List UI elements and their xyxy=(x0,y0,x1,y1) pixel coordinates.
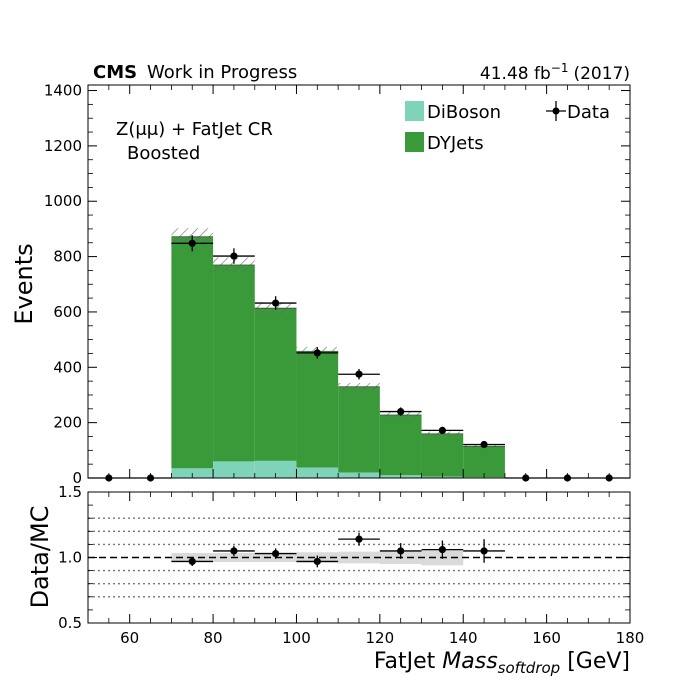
ratio-point-2 xyxy=(272,549,280,558)
stacked-bars xyxy=(171,236,505,478)
data-point-5 xyxy=(313,349,321,357)
ratio-y-tick-label: 0.5 xyxy=(58,614,82,632)
data-point-2 xyxy=(188,239,196,247)
data-point-4 xyxy=(272,299,280,307)
x-tick-label: 60 xyxy=(120,629,139,647)
luminosity-label: 41.48 fb−1 (2017) xyxy=(480,61,630,84)
y-tick-label: 400 xyxy=(53,358,82,376)
ratio-point-0 xyxy=(188,557,196,566)
data-point-3 xyxy=(230,252,238,260)
main-panel: 0 200 400 600 800 1000 1200 1400 xyxy=(44,82,631,487)
x-axis-label-suffix: [GeV] xyxy=(560,649,630,674)
bar-dyjets-5 xyxy=(296,351,339,468)
luminosity-year: (2017) xyxy=(573,64,630,84)
data-point-7 xyxy=(397,407,405,416)
x-tick-label: 160 xyxy=(532,629,561,647)
bar-dyjets-9 xyxy=(463,446,505,478)
y-tick-label: 600 xyxy=(53,303,82,321)
x-tick-label: 100 xyxy=(282,629,311,647)
x-tick-label: 80 xyxy=(204,629,223,647)
data-point-6 xyxy=(355,370,363,378)
main-ticks: 0 200 400 600 800 1000 1200 1400 xyxy=(44,82,631,487)
x-axis-label-italic: Mass xyxy=(442,649,497,674)
ratio-y-tick-label: 1.5 xyxy=(58,483,82,501)
annotation-line-1: Z(μμ) + FatJet CR xyxy=(116,119,273,140)
bar-diboson-4 xyxy=(254,460,297,478)
y-tick-label: 0 xyxy=(72,469,82,487)
bar-dyjets-8 xyxy=(421,433,464,477)
y-tick-label: 200 xyxy=(53,414,82,432)
ratio-ticks: 0.5 1.0 1.5 60 80 100 120 140 160 180 xyxy=(58,483,644,647)
main-y-axis-label: Events xyxy=(10,243,38,324)
bar-diboson-5 xyxy=(296,467,339,478)
bar-dyjets-3 xyxy=(213,264,255,462)
y-tick-label: 1200 xyxy=(44,137,82,155)
ratio-point-4 xyxy=(355,535,363,543)
x-axis-label-subscript: softdrop xyxy=(498,659,561,677)
ratio-y-axis-label: Data/MC xyxy=(26,506,54,609)
ratio-reference-lines xyxy=(88,517,630,598)
ratio-panel: 0.5 1.0 1.5 60 80 100 120 140 160 180 xyxy=(58,483,644,647)
ratio-point-6 xyxy=(438,546,446,554)
data-point-9 xyxy=(480,440,488,449)
x-axis-label-prefix: FatJet xyxy=(374,649,442,674)
status-label: Work in Progress xyxy=(147,62,297,83)
ratio-point-1 xyxy=(230,547,238,555)
experiment-label: CMS xyxy=(93,62,137,83)
legend-marker-data xyxy=(546,101,566,121)
ratio-point-7 xyxy=(480,547,488,555)
y-tick-label: 1400 xyxy=(44,82,82,100)
bar-dyjets-2 xyxy=(171,236,214,469)
legend: DiBoson DYJets Data xyxy=(405,101,610,154)
x-tick-label: 180 xyxy=(616,629,645,647)
ratio-points xyxy=(171,532,505,568)
x-tick-label: 140 xyxy=(449,629,478,647)
ratio-frame xyxy=(87,491,631,624)
legend-label-diboson: DiBoson xyxy=(427,102,501,123)
annotation-line-2: Boosted xyxy=(127,143,200,164)
legend-label-data: Data xyxy=(567,102,610,123)
x-tick-label: 120 xyxy=(366,629,395,647)
main-frame xyxy=(87,84,631,479)
ratio-point-5 xyxy=(397,547,405,555)
x-axis-label: FatJet Masssoftdrop [GeV] xyxy=(374,649,630,677)
bar-dyjets-7 xyxy=(379,414,422,476)
ratio-y-tick-label: 1.0 xyxy=(58,549,82,567)
legend-swatch-diboson xyxy=(405,101,424,121)
y-tick-label: 800 xyxy=(53,248,82,266)
legend-label-dyjets: DYJets xyxy=(427,133,484,154)
luminosity-exponent: −1 xyxy=(551,61,569,75)
data-point-8 xyxy=(438,426,446,434)
luminosity-value: 41.48 fb xyxy=(480,64,551,84)
ratio-point-3 xyxy=(313,557,321,566)
bar-diboson-3 xyxy=(213,461,255,478)
y-tick-label: 1000 xyxy=(44,192,82,210)
bar-dyjets-6 xyxy=(338,386,380,473)
legend-swatch-dyjets xyxy=(405,132,424,152)
bar-dyjets-4 xyxy=(254,308,297,461)
